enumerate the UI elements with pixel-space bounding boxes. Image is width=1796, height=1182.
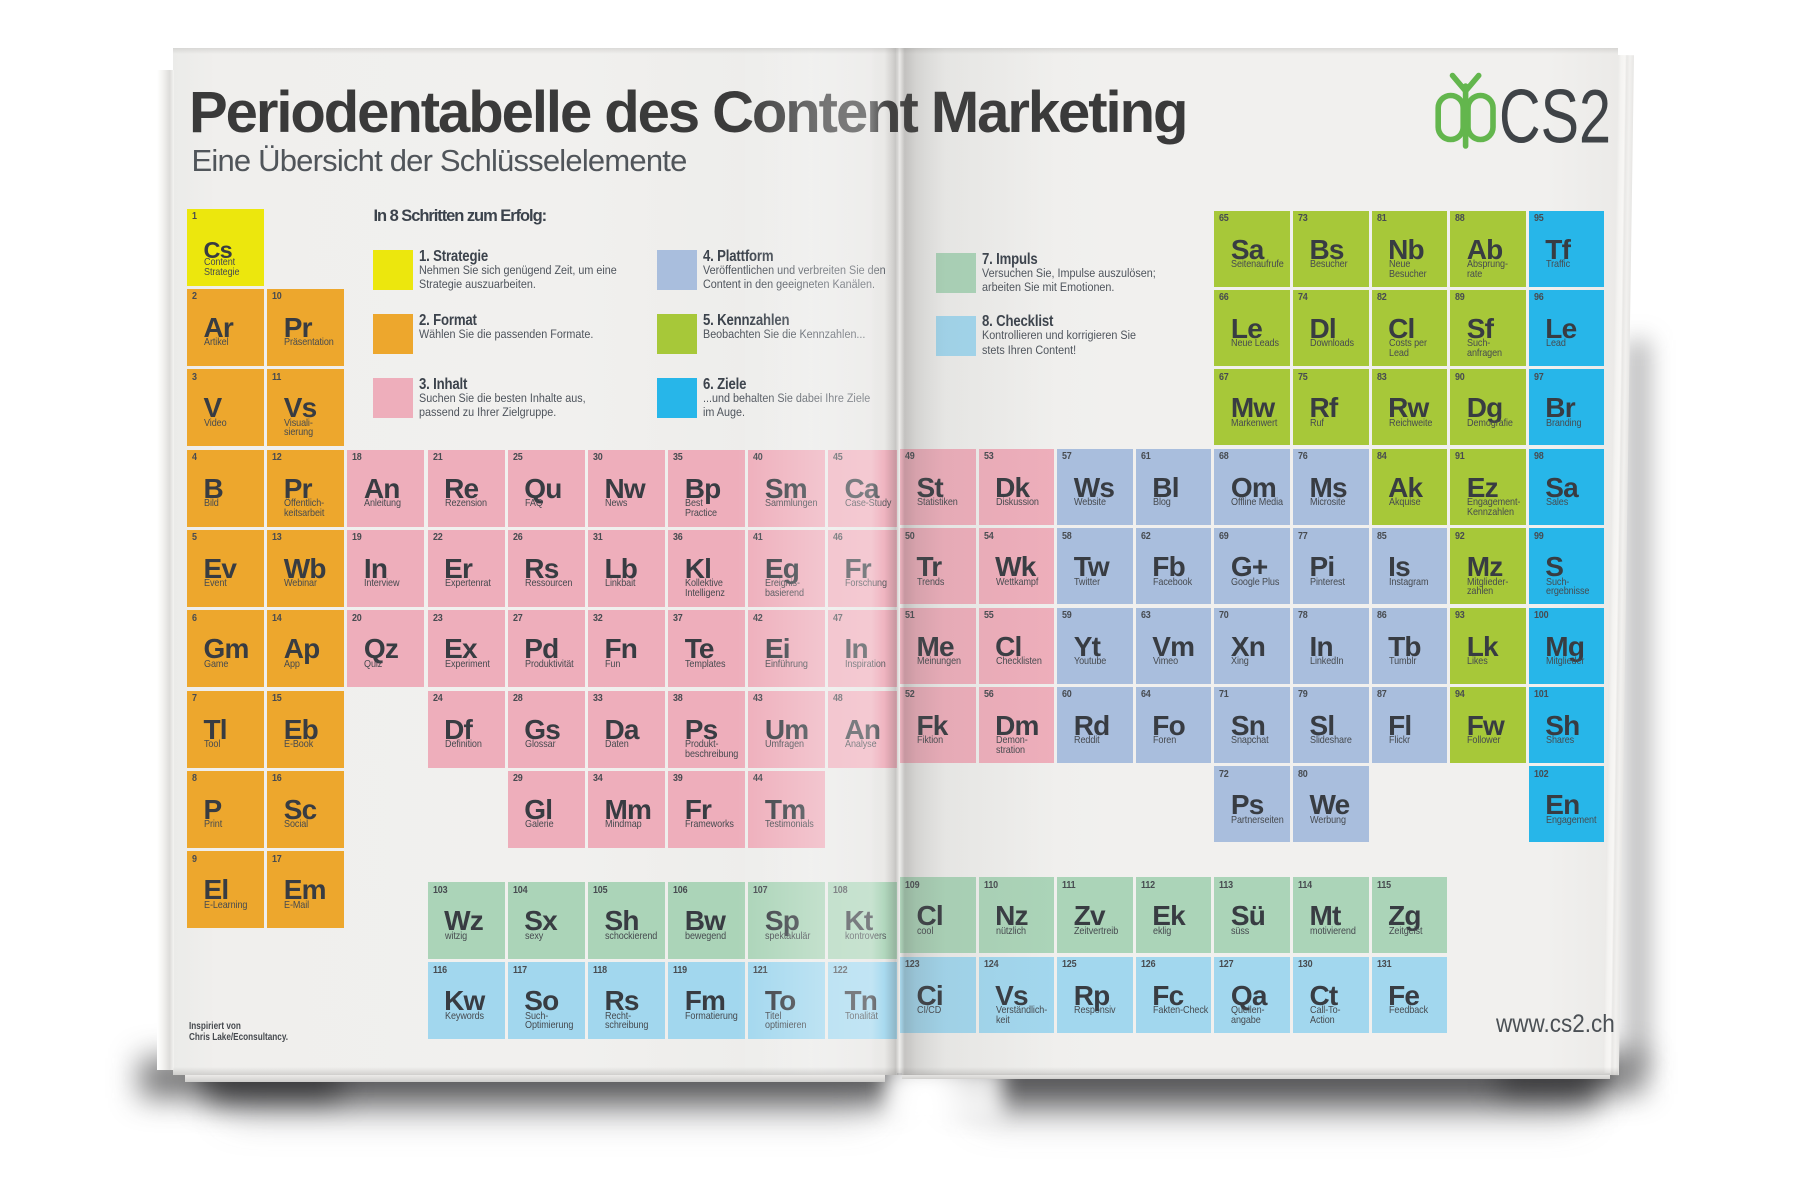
svg-text:CS2: CS2 — [1499, 76, 1611, 151]
